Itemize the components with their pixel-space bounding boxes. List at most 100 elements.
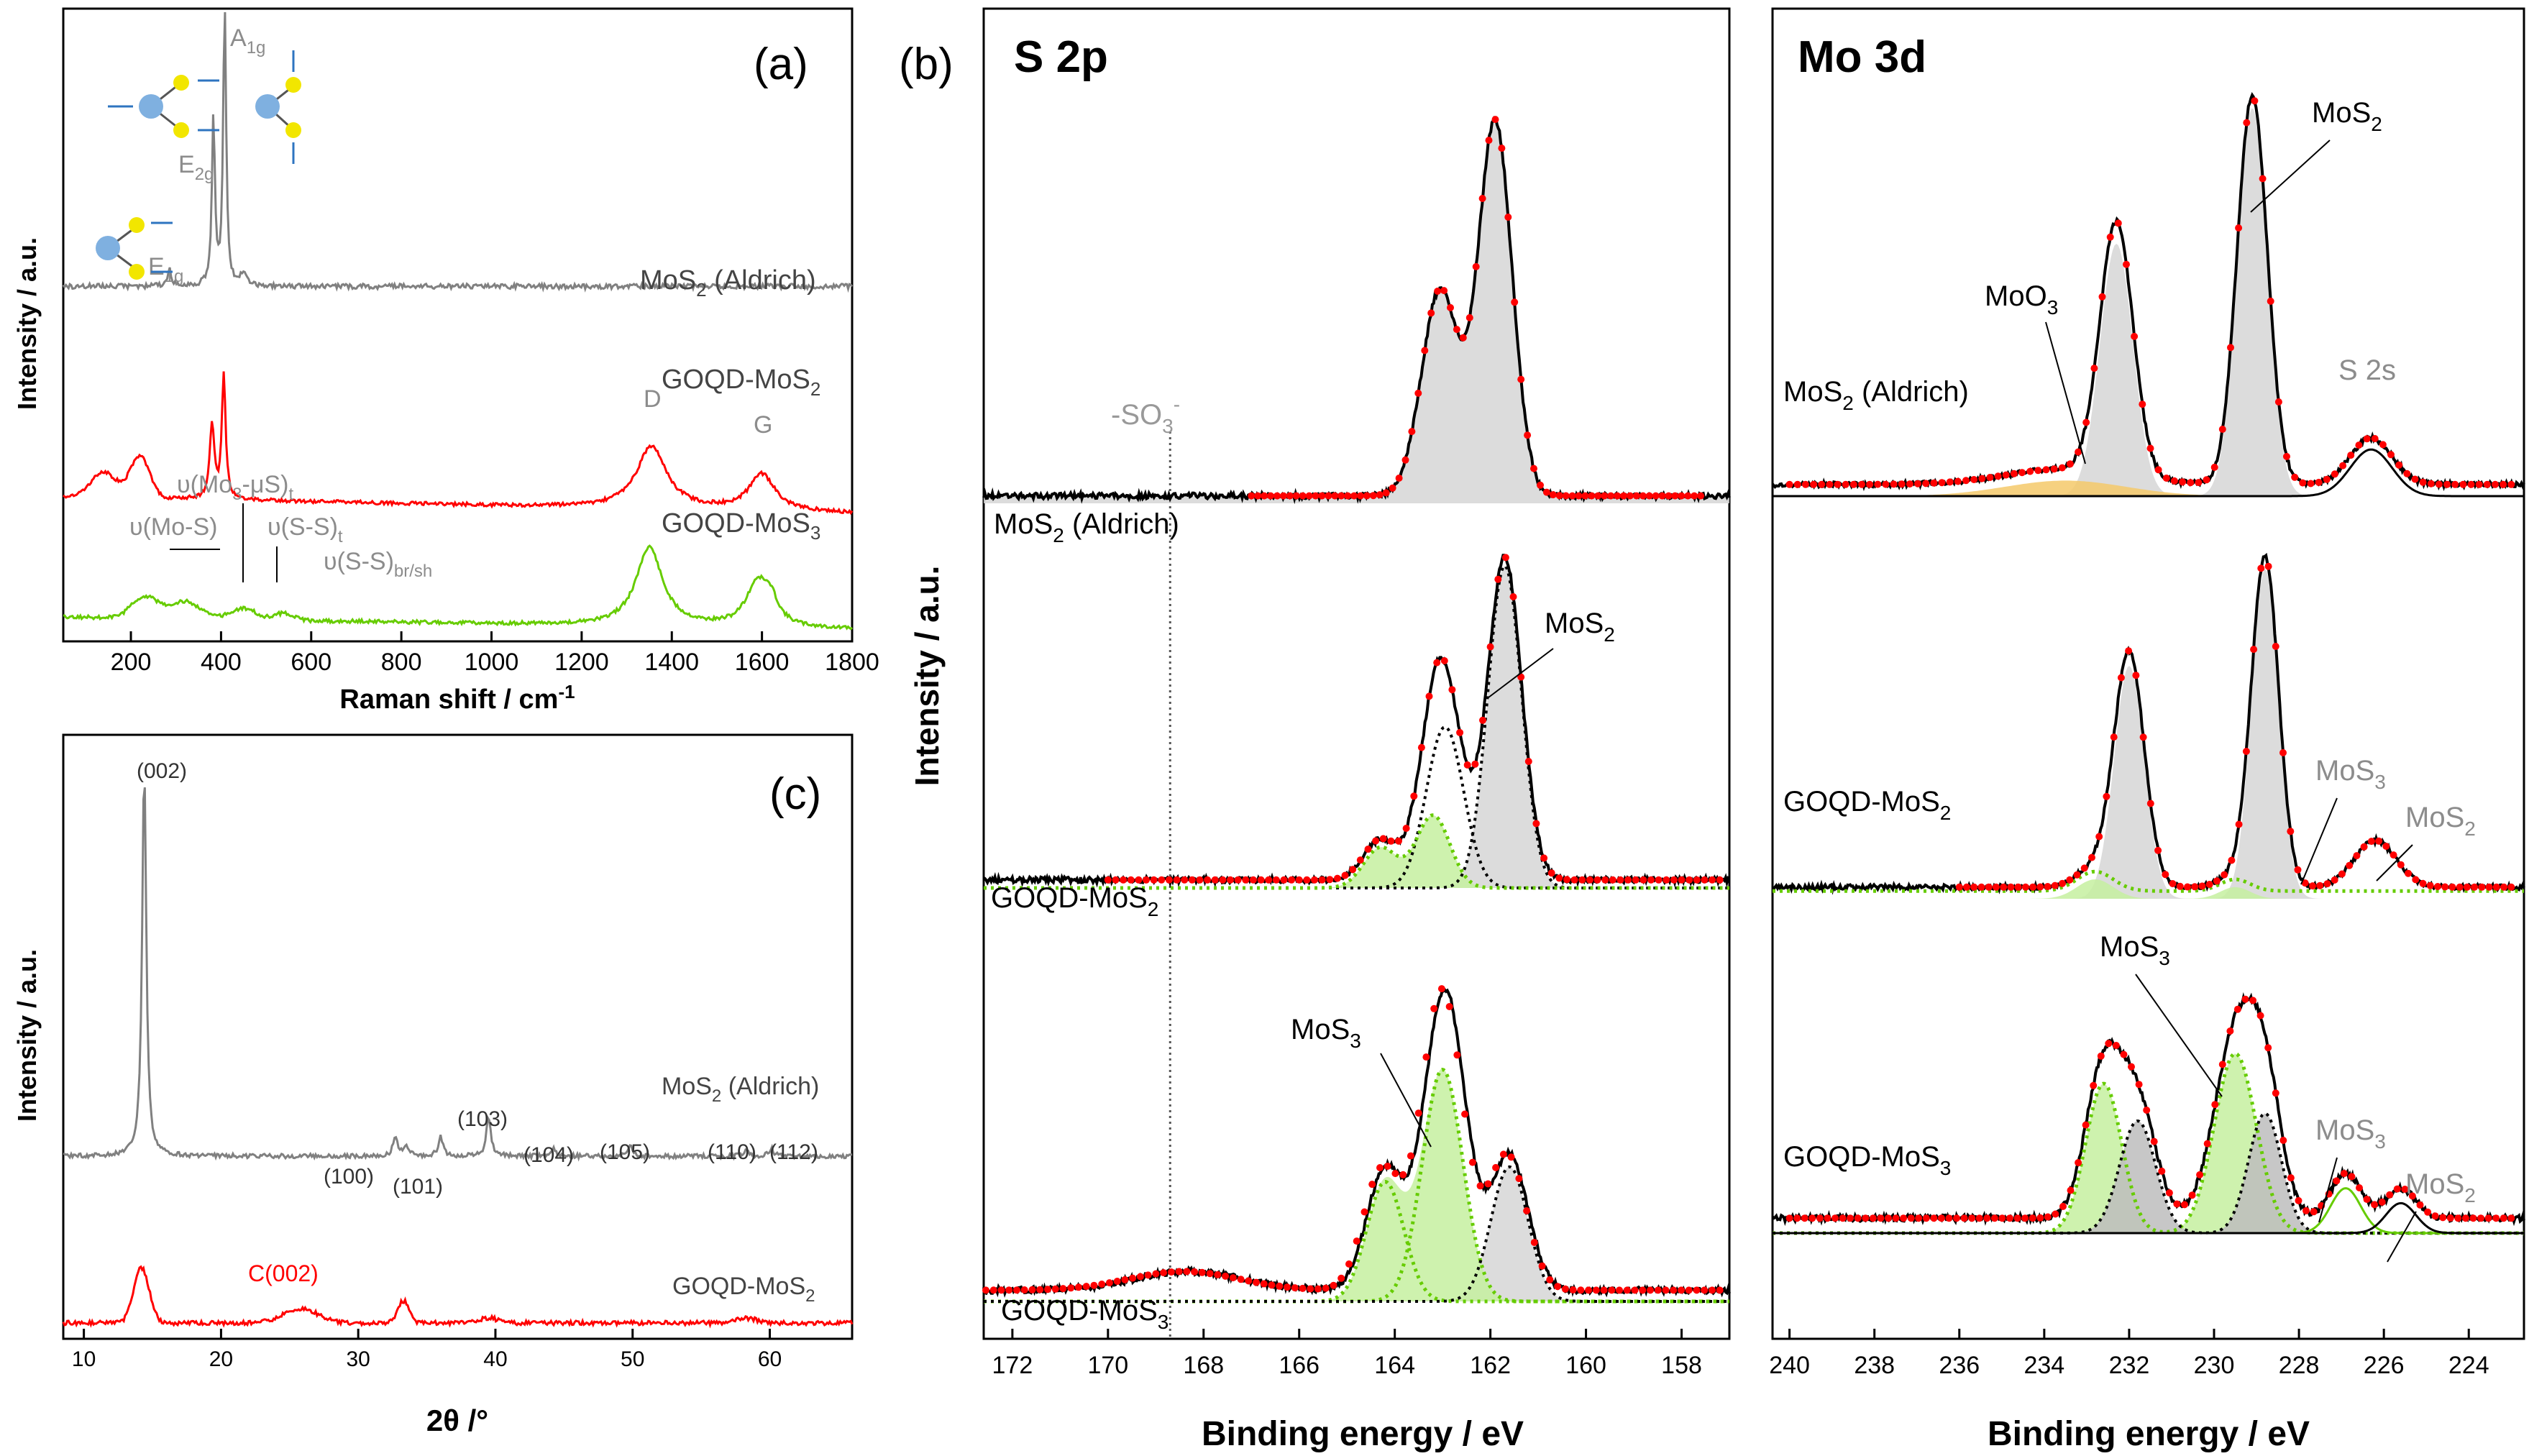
mo3d-fit-mos2-aldrich: [1930, 479, 1938, 487]
reflection-101: (101): [393, 1175, 443, 1199]
mo3d-fit-goqd-mos3: [2401, 1186, 2409, 1193]
s2p-fit-goqd-mos3: [1437, 985, 1445, 993]
mo3d-fit-goqd-mos3: [2036, 1214, 2044, 1222]
s2p-fit-goqd-mos3: [1074, 1283, 1082, 1291]
mo3d-fit-mos2-aldrich: [1890, 480, 1898, 488]
mo3d-fit-mos2-aldrich: [2467, 480, 2475, 488]
s2p-fit-goqd-mos3: [1484, 1180, 1492, 1188]
mo3d-fit-goqd-mos3: [2044, 1213, 2052, 1221]
mo3d-fit-goqd-mos2: [2412, 876, 2420, 884]
mo3d-fit-goqd-mos3: [2256, 1012, 2264, 1020]
mo3d-component-mos2-mid-leader: [2376, 844, 2413, 882]
s2p-fit-mos2-aldrich: [1382, 489, 1390, 497]
s2p-fit-goqd-mos3: [1623, 1286, 1631, 1294]
mo3d-fit-goqd-mos3: [2469, 1214, 2477, 1222]
s2p-fit-goqd-mos2: [1272, 876, 1280, 884]
s2p-fit-mos2-aldrich: [1389, 484, 1396, 492]
mo3d-fit-goqd-mos3: [2059, 1202, 2067, 1210]
s2p-fit-mos2-aldrich: [1363, 492, 1371, 500]
mo3d-component-mos3-small: MoS3: [2315, 1114, 2386, 1153]
mo3d-fit-goqd-mos3: [1869, 1214, 1877, 1222]
mo3d-fit-goqd-mos2: [2036, 883, 2044, 891]
s2p-fit-goqd-mos2: [1104, 876, 1112, 884]
s2p-fit-goqd-mos2: [1127, 876, 1135, 884]
mo3d-fit-goqd-mos3: [1808, 1214, 1816, 1222]
series-line-goqd-mos2: [63, 371, 854, 516]
mo3d-fit-goqd-mos3: [2112, 1042, 2120, 1049]
mo3d-fit-mos2-aldrich: [2459, 480, 2467, 488]
mo3d-fit-mos2-aldrich: [1858, 480, 1865, 488]
annotation-a1g: A1g: [230, 24, 265, 58]
s2p-fit-goqd-mos3: [1445, 1003, 1453, 1010]
mo3d-fit-mos2-aldrich: [2187, 479, 2195, 487]
s2p-fit-goqd-mos3: [1353, 1237, 1360, 1245]
s2p-fit-goqd-mos3: [1453, 1051, 1461, 1059]
s2p-fit-mos2-aldrich: [1691, 492, 1698, 500]
panel-a-plot: [62, 12, 854, 631]
s2p-fit-goqd-mos2: [1211, 876, 1219, 884]
mo3d-fit-goqd-mos3: [2340, 1170, 2348, 1178]
mo3d-fit-mos2-aldrich: [2507, 480, 2515, 488]
mo3d-fit-mos2-aldrich: [2082, 418, 2090, 426]
annotation-s-s-br: υ(S-S)br/sh: [324, 548, 432, 581]
s2p-fit-goqd-mos3: [1608, 1286, 1616, 1294]
series-label-goqd-mos3: GOQD-MoS3: [662, 508, 820, 544]
s2p-fit-mos2-aldrich: [1478, 195, 1486, 202]
mo3d-fit-goqd-mos3: [1839, 1214, 1847, 1222]
mo3d-fit-mos2-aldrich: [2395, 461, 2403, 469]
mo3d-fit-goqd-mos2: [2103, 792, 2110, 800]
mo3d-fit-mos2-aldrich: [1946, 478, 1954, 486]
s2p-fit-goqd-mos3: [1044, 1286, 1051, 1294]
s2p-fit-goqd-mos3: [1701, 1286, 1709, 1294]
panel-b-s2p: 172 170 168 166 164 162 160 158 S 2p Binding en…: [982, 7, 1731, 1453]
x-tick-label: 1000: [465, 649, 519, 676]
s2p-fit-mos2-aldrich: [1401, 456, 1409, 464]
s2p-fit-mos2-aldrich: [1562, 492, 1570, 500]
s2p-fit-goqd-mos2: [1586, 876, 1593, 884]
mo3d-fit-goqd-mos3: [2408, 1192, 2416, 1200]
mo3d-fit-goqd-mos3: [2249, 997, 2257, 1004]
mo3d-fit-goqd-mos3: [2439, 1214, 2447, 1222]
mo3d-fit-mos2-aldrich: [2162, 475, 2170, 482]
s2p-fit-goqd-mos2: [1601, 876, 1609, 884]
mo3d-plot: [1771, 92, 2525, 1235]
s2p-fit-goqd-mos3: [1020, 1286, 1028, 1294]
mo3d-fit-mos2-aldrich: [1842, 480, 1849, 488]
s2p-fit-goqd-mos3: [1670, 1286, 1678, 1294]
mo3d-fit-goqd-mos3: [1854, 1214, 1862, 1222]
mo3d-fit-goqd-mos3: [1983, 1214, 1991, 1222]
s2p-fit-goqd-mos3: [1592, 1286, 1600, 1294]
s2p-trace-label-goqd-mos3: GOQD-MoS3: [1001, 1295, 1169, 1333]
s2p-fit-mos2-aldrich: [1305, 492, 1313, 500]
panel-a-frame: [62, 7, 854, 643]
mo3d-fit-mos2-aldrich: [2042, 466, 2050, 474]
s2p-fit-goqd-mos2: [1395, 837, 1402, 845]
s2p-fit-goqd-mos2: [1639, 876, 1647, 884]
mo3d-trace-label-mos2-aldrich: MoS2 (Aldrich): [1783, 376, 1969, 414]
mo3d-fit-mos2-aldrich: [2203, 476, 2210, 484]
s2p-fit-goqd-mos2: [1486, 643, 1494, 651]
mo3d-fit-mos2-aldrich: [2451, 480, 2459, 488]
s2p-fit-goqd-mos3: [1253, 1278, 1260, 1286]
mo3d-fit-mos2-aldrich: [1962, 477, 1970, 485]
s2p-fit-goqd-mos3: [1337, 1274, 1345, 1282]
mo3d-fit-goqd-mos2: [2051, 882, 2059, 889]
x-tick-label: 226: [2364, 1352, 2405, 1379]
mo3d-fit-mos2-aldrich: [2050, 465, 2058, 473]
mo3d-fit-mos2-aldrich: [2195, 479, 2203, 487]
mo3d-fit-mos2-aldrich: [2387, 451, 2395, 459]
s2p-fit-goqd-mos3: [1662, 1286, 1670, 1294]
mo3d-fit-mos2-aldrich: [2492, 480, 2499, 488]
s2p-fit-goqd-mos2: [1196, 876, 1204, 884]
s2p-fit-mos2-aldrich: [1620, 492, 1627, 500]
mo3d-fit-mos2-aldrich: [2058, 464, 2066, 472]
s2p-fit-goqd-mos3: [1144, 1271, 1152, 1279]
s2p-fit-goqd-mos2: [1326, 876, 1334, 884]
mo3d-fit-mos2-aldrich: [2363, 435, 2371, 443]
s2p-fit-mos2-aldrich: [1472, 262, 1480, 270]
s2p-fit-goqd-mos3: [1577, 1286, 1585, 1294]
s2p-fit-goqd-mos3: [1616, 1286, 1623, 1294]
s2p-x-label: Binding energy / eV: [1202, 1415, 1524, 1453]
s2p-fit-goqd-mos2: [1524, 758, 1532, 765]
